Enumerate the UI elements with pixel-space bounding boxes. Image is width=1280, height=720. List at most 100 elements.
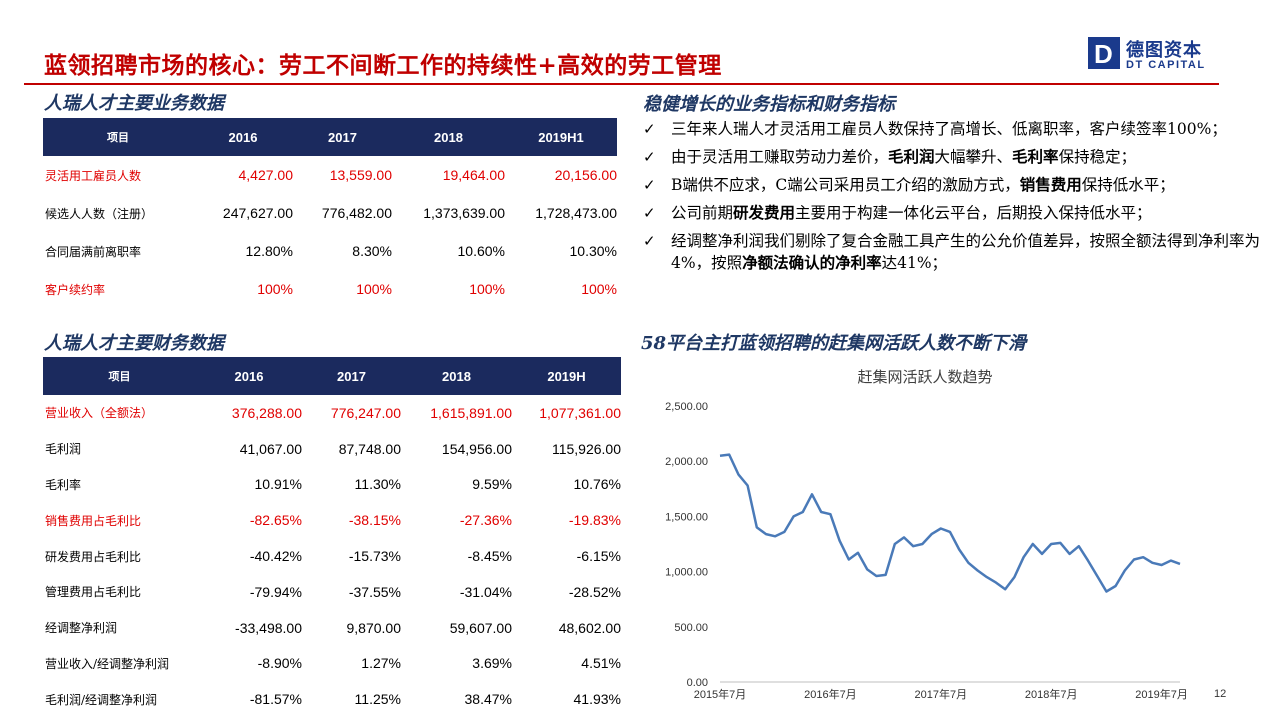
row-label: 研发费用占毛利比 [45,549,142,564]
y-tick-label: 500.00 [674,622,708,634]
table-cell: 1,728,473.00 [535,205,617,221]
table-row: 经调整净利润 -33,498.00 9,870.00 59,607.00 48,602.… [43,610,621,646]
chart-section-heading: 58平台主打蓝领招聘的赶集网活跃人数不断下滑 [641,333,1027,354]
table-row: 候选人人数（注册） 247,627.00 776,482.00 1,373,639.0… [43,194,617,232]
checkmark-icon: ✓ [643,176,656,194]
table-cell: 10.30% [569,243,617,259]
table-cell: 154,956.00 [441,440,512,457]
table-cell: 11.30% [354,476,401,493]
table-cell: 4,427.00 [238,167,294,183]
table-row: 销售费用占毛利比 -82.65% -38.15% -27.36% -19.83% [43,502,621,538]
logo-english-name: DT CAPITAL [1126,59,1206,71]
table-cell: 100% [356,281,392,297]
table-cell: -28.52% [568,583,621,600]
table-cell: 87,748.00 [338,440,401,457]
table-cell: 1,615,891.00 [430,404,512,421]
indicator-text: 保持稳定； [1058,148,1137,166]
column-header: 2019H [512,357,621,395]
indicator-emphasis: 净额法确认的净利率 [742,253,882,272]
table-cell: 11.25% [354,691,401,708]
table-cell: 115,926.00 [551,440,621,457]
row-label: 灵活用工雇员人数 [45,168,142,183]
x-tick-label: 2017年7月 [915,687,968,701]
indicator-item: ✓ 公司前期研发费用主要用于构建一体化云平台，后期投入保持低水平； [643,202,1275,224]
table-cell: 247,627.00 [222,205,293,221]
table-row: 营业收入/经调整净利润 -8.90% 1.27% 3.69% 4.51% [43,646,621,682]
page-title: 蓝领招聘市场的核心：劳工不间断工作的持续性+高效的劳工管理 [44,52,722,79]
table-cell: 38.47% [464,691,512,708]
table-cell: 100% [257,281,293,297]
table-cell: -31.04% [459,583,512,600]
indicator-emphasis: 研发费用 [733,203,796,222]
table-cell: 59,607.00 [449,619,512,636]
table-cell: -79.94% [249,583,302,600]
table-cell: 48,602.00 [558,619,621,636]
checkmark-icon: ✓ [643,120,656,138]
column-header: 项目 [43,118,193,156]
table-cell: -19.83% [568,512,621,529]
x-tick-label: 2019年7月 [1135,687,1188,701]
table-cell: 376,288.00 [231,404,302,421]
row-label: 营业收入（全额法） [45,406,154,421]
x-tick-label: 2016年7月 [804,687,857,701]
table-cell: 13,559.00 [329,167,392,183]
table-cell: -6.15% [576,548,621,565]
table-cell: 8.30% [352,243,392,259]
checkmark-icon: ✓ [643,148,656,166]
indicator-text: B端供不应求，C端公司采用员工介绍的激励方式， [671,176,1020,194]
indicator-text: 公司前期 [671,204,734,222]
indicator-text: 三年来人瑞人才灵活用工雇员人数保持了高增长、低离职率，客户续签率100%； [671,120,1227,138]
column-header: 2016 [193,118,293,156]
indicator-item: ✓ 经调整净利润我们剔除了复合金融工具产生的公允价值差异，按照全额法得到净利率为4… [643,230,1275,274]
logo-mark-letter: D [1094,39,1113,69]
indicators-heading: 稳健增长的业务指标和财务指标 [643,94,895,115]
table-row: 灵活用工雇员人数 4,427.00 13,559.00 19,464.00 20,156… [43,156,617,194]
indicator-text: 大幅攀升、 [934,148,1013,166]
row-label: 合同届满前离职率 [45,244,142,259]
table-cell: -37.55% [348,583,401,600]
column-header: 2019H1 [505,118,617,156]
column-header: 2018 [401,357,512,395]
indicator-text: 主要用于构建一体化云平台，后期投入保持低水平； [795,204,1152,222]
table-cell: 100% [469,281,505,297]
y-tick-label: 2,500.00 [665,401,708,413]
table-cell: 10.76% [573,476,621,493]
table-header-row: 项目 2016 2017 2018 2019H1 [43,118,617,156]
column-header: 项目 [43,357,196,395]
row-label: 营业收入/经调整净利润 [45,656,170,671]
table-cell: 100% [581,281,617,297]
chart-title: 赶集网活跃人数趋势 [857,368,993,386]
logo-mark-icon: D [1088,37,1120,69]
table-cell: -33,498.00 [235,619,302,636]
table-row: 研发费用占毛利比 -40.42% -15.73% -8.45% -6.15% [43,538,621,574]
table-cell: 20,156.00 [554,167,617,183]
table-row: 毛利润 41,067.00 87,748.00 154,956.00 115,926.0… [43,431,621,467]
indicator-emphasis: 毛利率 [1012,147,1059,166]
table-cell: 41,067.00 [239,440,302,457]
indicator-text: 保持低水平； [1081,176,1175,194]
table-cell: 19,464.00 [442,167,505,183]
indicator-text: 由于灵活用工赚取劳动力差价， [671,148,889,166]
page-number: 12 [1214,688,1227,700]
table-row: 合同届满前离职率 12.80% 8.30% 10.60% 10.30% [43,232,617,270]
active-users-line-chart: 0.00 500.00 1,000.00 1,500.00 2,000.00 2,500.… [665,401,1188,701]
y-tick-label: 0.00 [687,677,708,689]
table-header-row: 项目 2016 2017 2018 2019H [43,357,621,395]
x-tick-label: 2015年7月 [694,687,747,701]
table-cell: 776,247.00 [330,404,401,421]
y-tick-label: 1,000.00 [665,567,708,579]
logo: D 德图资本 DT CAPITAL [1088,37,1218,73]
row-label: 客户续约率 [45,282,106,297]
row-label: 销售费用占毛利比 [45,513,142,528]
row-label: 毛利润 [45,442,82,457]
table-row: 毛利润/经调整净利润 -81.57% 11.25% 38.47% 41.93% [43,681,621,717]
column-header: 2018 [392,118,505,156]
y-tick-label: 1,500.00 [665,511,708,523]
table-row: 营业收入（全额法） 376,288.00 776,247.00 1,615,891.0… [43,395,621,431]
table-cell: -40.42% [249,548,302,565]
table-cell: 1.27% [361,655,401,672]
financial-data-heading: 人瑞人才主要财务数据 [44,333,224,354]
x-tick-label: 2018年7月 [1025,687,1078,701]
business-data-table: 项目 2016 2017 2018 2019H1 灵活用工雇员人数 4,427.00 13,… [43,118,617,308]
row-label: 管理费用占毛利比 [45,585,142,600]
